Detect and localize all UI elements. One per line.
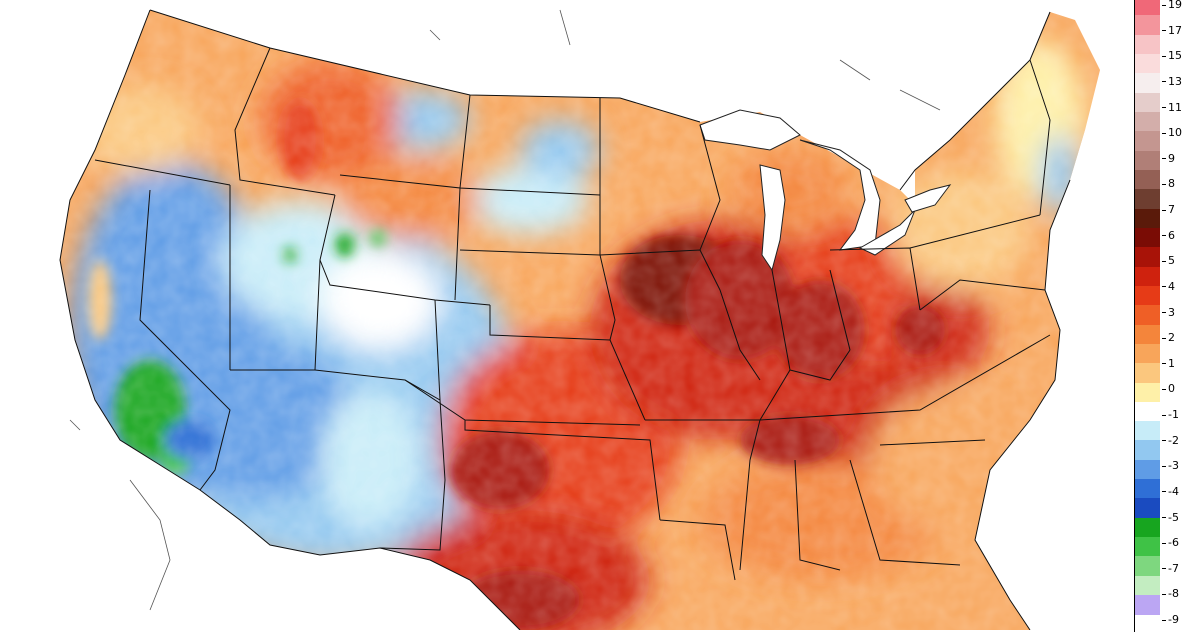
legend-tick-label: 17 [1162,24,1196,38]
legend-tick-label: -4 [1162,485,1196,499]
legend-swatch [1135,92,1160,113]
legend-swatch [1135,247,1160,268]
legend-tick-label: 8 [1162,177,1196,191]
color-legend: 19 17 15 13 11 10 9 8 7 6 5 4 3 2 1 0 -1 -2 -3 -4 -5 -6 -7 -8 -9 [1130,0,1200,632]
legend-swatch [1135,595,1160,615]
legend-swatch [1135,227,1160,248]
legend-swatch [1135,0,1160,16]
legend-swatch [1135,343,1160,364]
legend-swatch [1135,575,1160,596]
legend-swatch [1135,556,1160,577]
us-anomaly-map-svg [59,9,1100,630]
legend-tick-label: 3 [1162,306,1196,320]
state-boundaries [59,9,1071,630]
legend-swatch [1135,34,1160,55]
legend-tick-label: 10 [1162,126,1196,140]
legend-tick-label: 6 [1162,229,1196,243]
legend-swatch [1135,479,1160,499]
legend-swatch [1135,440,1160,461]
legend-tick-label: -5 [1162,511,1196,525]
legend-tick-label: -1 [1162,408,1196,422]
legend-swatch [1135,53,1160,74]
legend-tick-label: 5 [1162,254,1196,268]
legend-swatch [1135,73,1160,94]
legend-tick-label: 7 [1162,203,1196,217]
legend-tick-label: -6 [1162,536,1196,550]
shaded-field [60,10,1100,630]
legend-swatch [1135,537,1160,557]
legend-tick-label: 19 [1162,0,1196,12]
legend-tick-label: -9 [1162,613,1196,627]
legend-swatch [1135,305,1160,325]
legend-tick-label: -8 [1162,587,1196,601]
legend-swatch [1135,285,1160,306]
legend-swatch [1135,324,1160,345]
legend-tick-label: 4 [1162,280,1196,294]
legend-tick-label: 2 [1162,331,1196,345]
legend-tick-label: 15 [1162,49,1196,63]
legend-tick-label: 1 [1162,357,1196,371]
legend-swatch [1135,517,1160,538]
rivers-lakes-outlines [69,9,941,611]
legend-swatch [1135,169,1160,190]
legend-swatch [1135,189,1160,210]
legend-swatch [1135,382,1160,403]
legend-swatch [1135,266,1160,287]
legend-tick-label: 9 [1162,152,1196,166]
legend-swatch [1135,421,1160,441]
legend-tick-label: -3 [1162,459,1196,473]
legend-swatch [1135,498,1160,519]
legend-swatch [1135,15,1160,36]
legend-swatch [1135,208,1160,229]
legend-swatch [1135,150,1160,171]
legend-swatch [1135,131,1160,152]
anomaly-map [59,9,1100,630]
legend-tick-label: 11 [1162,101,1196,115]
legend-swatch [1135,111,1160,132]
legend-swatch [1135,401,1160,422]
legend-swatch [1135,363,1160,383]
legend-tick-label: 0 [1162,382,1196,396]
legend-tick-label: 13 [1162,75,1196,89]
legend-tick-label: -2 [1162,434,1196,448]
legend-swatch [1135,459,1160,480]
legend-frame [1134,0,1161,632]
legend-tick-label: -7 [1162,562,1196,576]
